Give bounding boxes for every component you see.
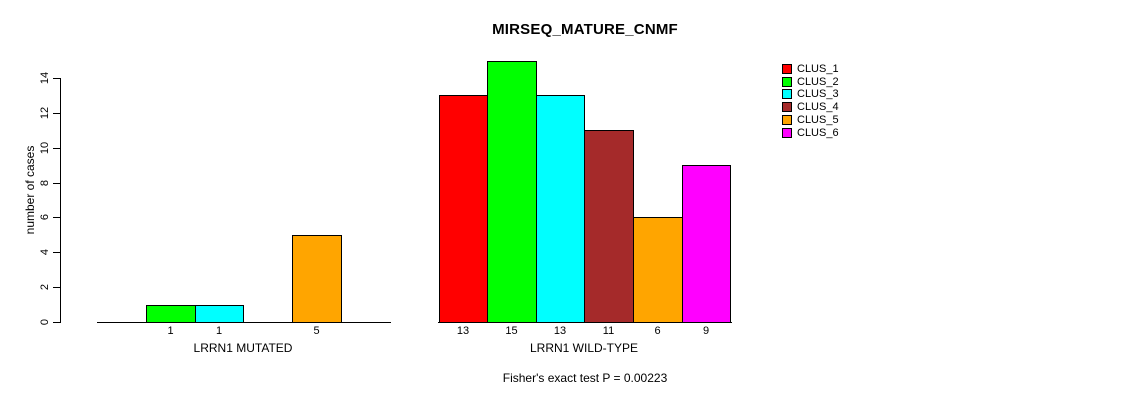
legend-swatch-clus-5 xyxy=(782,115,792,125)
bar-value-label: 13 xyxy=(553,325,567,337)
bar-clus-6-lrrn1-wild-type xyxy=(682,165,731,323)
legend-label-clus-3: CLUS_3 xyxy=(797,88,839,100)
legend-swatch-clus-4 xyxy=(782,102,792,112)
y-axis-tick-label: 10 xyxy=(39,141,51,155)
y-axis-tick-label: 12 xyxy=(39,106,51,120)
y-axis-tick xyxy=(53,113,60,114)
y-axis-tick-label: 0 xyxy=(39,318,51,326)
legend-swatch-clus-2 xyxy=(782,77,792,87)
y-axis-label: number of cases xyxy=(23,145,37,235)
legend-label-clus-4: CLUS_4 xyxy=(797,101,839,113)
y-axis-tick xyxy=(53,322,60,323)
y-axis-tick-label: 4 xyxy=(39,248,51,256)
bar-clus-3-lrrn1-mutated xyxy=(195,305,244,323)
bar-value-label: 9 xyxy=(702,325,710,337)
y-axis-tick xyxy=(53,148,60,149)
bar-clus-3-lrrn1-wild-type xyxy=(536,95,585,323)
bar-value-label: 1 xyxy=(167,325,174,337)
y-axis-tick xyxy=(53,217,60,218)
bar-clus-5-lrrn1-mutated xyxy=(292,235,342,323)
y-axis-tick xyxy=(53,78,60,79)
bar-clus-1-lrrn1-wild-type xyxy=(439,95,488,323)
legend-label-clus-6: CLUS_6 xyxy=(797,127,839,139)
y-axis-tick-label: 14 xyxy=(39,71,51,85)
legend-label-clus-5: CLUS_5 xyxy=(797,114,839,126)
bar-clus-2-lrrn1-mutated xyxy=(146,305,196,323)
legend-swatch-clus-1 xyxy=(782,64,792,74)
legend-label-clus-2: CLUS_2 xyxy=(797,76,839,88)
y-axis-tick-label: 2 xyxy=(39,283,51,291)
y-axis-tick-label: 8 xyxy=(39,179,51,187)
bar-value-label: 6 xyxy=(654,325,661,337)
bar-value-label: 5 xyxy=(313,325,320,337)
bar-value-label: 11 xyxy=(602,325,615,337)
bar-value-label: 15 xyxy=(505,325,518,337)
y-axis-tick-label: 6 xyxy=(39,213,51,221)
y-axis-spine xyxy=(60,78,61,323)
bar-value-label: 13 xyxy=(456,325,470,337)
y-axis-tick xyxy=(53,183,60,184)
legend-label-clus-1: CLUS_1 xyxy=(797,63,839,75)
legend-swatch-clus-6 xyxy=(782,128,792,138)
x-axis-baseline xyxy=(97,322,391,323)
x-axis-group-label-lrrn1-wild-type: LRRN1 WILD-TYPE xyxy=(529,341,639,355)
y-axis-tick xyxy=(53,287,60,288)
bar-clus-5-lrrn1-wild-type xyxy=(633,217,683,323)
bar-clus-4-lrrn1-wild-type xyxy=(584,130,634,323)
chart-title: MIRSEQ_MATURE_CNMF xyxy=(492,21,678,38)
legend-swatch-clus-3 xyxy=(782,89,792,99)
y-axis-tick xyxy=(53,252,60,253)
fisher-test-annotation: Fisher's exact test P = 0.00223 xyxy=(502,371,668,385)
x-axis-group-label-lrrn1-mutated: LRRN1 MUTATED xyxy=(193,341,293,355)
bar-value-label: 1 xyxy=(215,325,223,337)
bar-clus-2-lrrn1-wild-type xyxy=(487,61,537,323)
